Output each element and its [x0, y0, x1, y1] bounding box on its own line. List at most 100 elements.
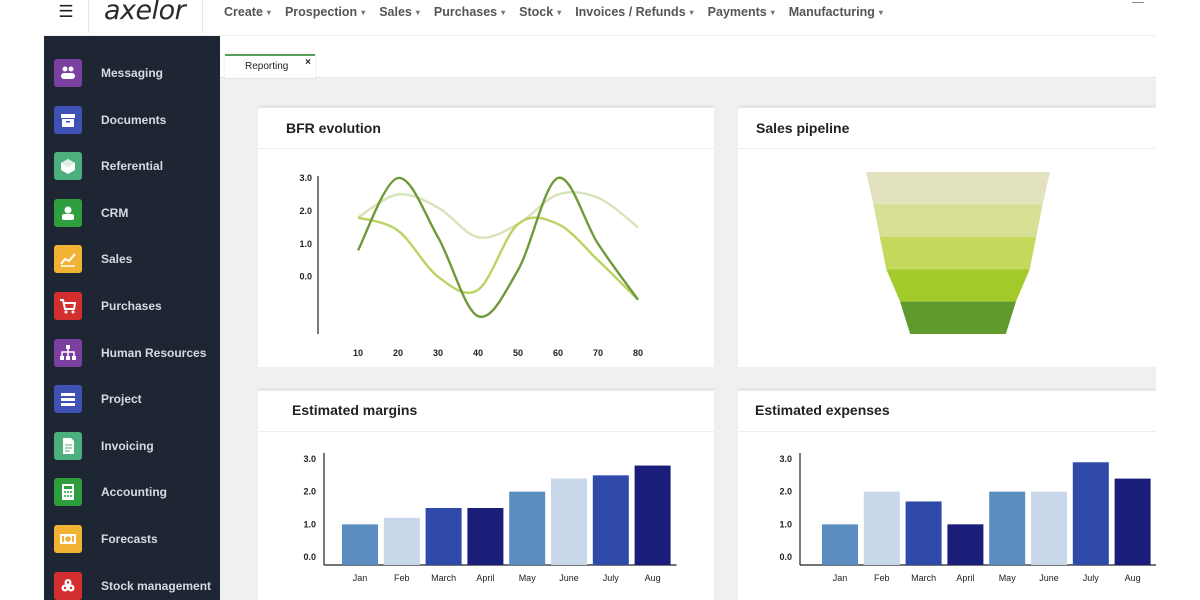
panel-title: Estimated expenses: [755, 402, 890, 418]
x-tick-label: 20: [393, 348, 403, 358]
y-tick-label: 0.0: [303, 552, 316, 562]
tab-reporting[interactable]: Reporting ×: [225, 54, 315, 78]
cubes-icon: [54, 571, 82, 600]
bar-may: [509, 491, 546, 565]
sidebar-item-label: Project: [101, 392, 142, 407]
sidebar: Messaging Documents Referential CRM Sales Pur…: [44, 36, 220, 600]
x-tick-label: Jan: [353, 573, 368, 583]
divider: [88, 0, 89, 33]
estimated-margins-bar-chart: 0.0 1.0 2.0 3.0 Jan Feb March April May June July A…: [303, 453, 677, 583]
bar-march: [425, 508, 462, 565]
x-tick-label: Feb: [874, 573, 890, 583]
app-logo[interactable]: axelor: [104, 0, 186, 26]
x-tick-label: April: [476, 573, 494, 583]
invoice-file-icon: [54, 431, 82, 460]
menu-item-label: Purchases: [433, 5, 498, 19]
bar-july: [1072, 462, 1109, 565]
x-tick-label: June: [559, 573, 579, 583]
panel-title: BFR evolution: [286, 120, 381, 136]
hamburger-menu-icon[interactable]: ☰: [58, 2, 74, 21]
sidebar-item-label: Purchases: [101, 299, 162, 313]
y-tick-label: 0.0: [779, 552, 792, 562]
funnel-stage: [900, 301, 1016, 334]
sidebar-item-sales[interactable]: Sales: [44, 239, 220, 279]
menu-item-prospection[interactable]: Prospection ▾: [285, 5, 365, 19]
sidebar-item-referential[interactable]: Referential: [44, 146, 220, 186]
x-tick-label: April: [956, 573, 974, 583]
funnel-stage: [866, 172, 1050, 205]
bar-april: [947, 524, 984, 565]
sidebar-item-human-resources[interactable]: Human Resources: [44, 333, 220, 373]
menu-item-manufacturing[interactable]: Manufacturing ▾: [789, 5, 883, 19]
divider: [258, 148, 714, 149]
menu-item-stock[interactable]: Stock ▾: [519, 5, 561, 19]
series-line: [356, 176, 639, 318]
menu-item-payments[interactable]: Payments ▾: [708, 5, 775, 19]
line-chart-icon: [54, 245, 82, 274]
tasks-icon: [54, 385, 82, 414]
sidebar-item-project[interactable]: Project: [44, 379, 220, 419]
x-tick-label: June: [1039, 573, 1059, 583]
top-navbar: ☰ axelor Create ▾ Prospection ▾ Sales ▾ Purcha…: [44, 0, 1156, 36]
sidebar-item-documents[interactable]: Documents: [44, 100, 220, 140]
people-icon: [54, 59, 82, 87]
sidebar-item-messaging[interactable]: Messaging: [44, 53, 220, 93]
x-tick-label: July: [1083, 573, 1100, 583]
x-tick-label: March: [431, 573, 456, 583]
divider: [202, 0, 203, 33]
x-tick-label: May: [999, 573, 1017, 583]
close-icon[interactable]: ×: [305, 57, 311, 68]
org-chart-icon: [54, 338, 82, 367]
window-control-icon[interactable]: [1132, 2, 1144, 6]
user-icon: [54, 198, 82, 227]
sidebar-item-stock-management[interactable]: Stock management: [44, 566, 220, 600]
sidebar-item-label: Accounting: [101, 485, 167, 500]
x-tick-label: May: [519, 573, 537, 583]
bar-aug: [1114, 478, 1151, 565]
caret-down-icon: ▾: [557, 8, 562, 18]
menu-item-purchases[interactable]: Purchases ▾: [434, 5, 505, 19]
x-tick-label: 80: [633, 348, 643, 358]
bar-jan: [822, 524, 858, 565]
y-tick-label: 0.0: [299, 272, 312, 282]
menu-item-sales[interactable]: Sales ▾: [379, 5, 420, 19]
caret-down-icon: ▾: [501, 8, 506, 18]
panel-title: Sales pipeline: [756, 120, 850, 136]
tab-bar: Reporting ×: [220, 36, 1156, 78]
menu-item-label: Sales: [379, 5, 412, 19]
x-tick-label: 40: [473, 348, 483, 358]
y-tick-label: 3.0: [303, 454, 316, 464]
sidebar-item-label: Documents: [101, 112, 167, 127]
y-tick-label: 2.0: [779, 487, 792, 497]
x-tick-label: July: [603, 573, 620, 583]
x-tick-label: 70: [593, 348, 603, 358]
x-tick-label: Feb: [394, 573, 410, 583]
bar-feb: [383, 517, 420, 565]
sidebar-item-label: Sales: [101, 252, 133, 267]
caret-down-icon: ▾: [266, 8, 271, 18]
menu-item-label: Invoices / Refunds: [575, 5, 686, 19]
x-tick-label: Aug: [1125, 573, 1141, 583]
money-bill-icon: [54, 525, 82, 553]
sidebar-item-invoicing[interactable]: Invoicing: [44, 426, 220, 466]
sidebar-item-forecasts[interactable]: Forecasts: [44, 519, 220, 559]
sidebar-item-crm[interactable]: CRM: [44, 193, 220, 233]
sidebar-item-accounting[interactable]: Accounting: [44, 472, 220, 512]
panel-title: Estimated margins: [292, 402, 418, 418]
caret-down-icon: ▾: [361, 8, 366, 18]
menu-item-create[interactable]: Create ▾: [224, 5, 271, 19]
bar-march: [905, 501, 942, 565]
estimated-margins-panel: Estimated margins 0.0 1.0 2.0 3.0 Jan Feb Marc…: [258, 388, 714, 600]
caret-down-icon: ▾: [415, 8, 420, 18]
x-tick-label: March: [911, 573, 936, 583]
sidebar-item-purchases[interactable]: Purchases: [44, 286, 220, 326]
x-tick-label: 30: [433, 348, 443, 358]
bar-may: [989, 491, 1026, 565]
sidebar-item-label: Referential: [101, 159, 164, 174]
main-content: Reporting × BFR evolution 0.0 1.0 2.0 3.0 10…: [220, 36, 1156, 600]
bar-june: [551, 478, 587, 565]
bar-june: [1031, 491, 1067, 565]
menu-item-invoices-refunds[interactable]: Invoices / Refunds ▾: [575, 5, 693, 19]
menu-item-label: Stock: [519, 5, 554, 19]
